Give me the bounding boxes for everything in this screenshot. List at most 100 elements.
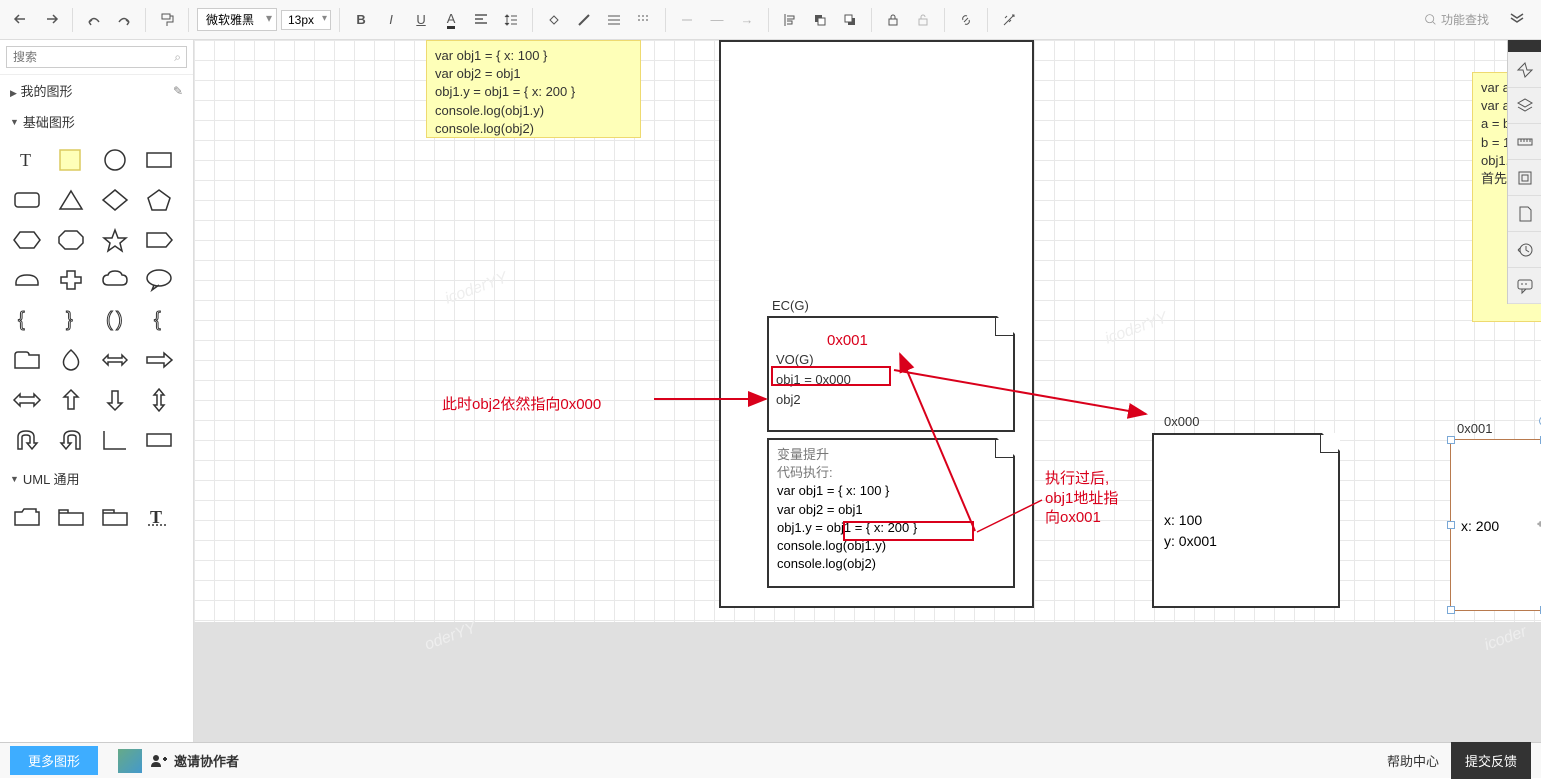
vo-box-bottom[interactable]: 变量提升 代码执行: var obj1 = { x: 100 } var obj… — [767, 438, 1015, 588]
unlock-icon[interactable] — [910, 7, 936, 33]
line-width-icon[interactable] — [601, 7, 627, 33]
resize-handle[interactable] — [1447, 436, 1455, 444]
feedback-button[interactable]: 提交反馈 — [1451, 742, 1531, 779]
shape-brace-single[interactable]: { — [138, 301, 180, 339]
shape-folder1[interactable] — [6, 498, 48, 536]
font-size-select[interactable]: 13px — [281, 10, 331, 30]
shape-drop[interactable] — [50, 341, 92, 379]
resize-handle[interactable] — [1447, 521, 1455, 529]
shape-rect[interactable] — [138, 141, 180, 179]
shape-text2[interactable]: T — [138, 498, 180, 536]
highlight-obj1 — [771, 366, 891, 386]
shape-star[interactable] — [94, 221, 136, 259]
align-left-icon[interactable] — [777, 7, 803, 33]
vo-label: VO(G) — [776, 352, 814, 367]
shape-arrow-up[interactable] — [50, 381, 92, 419]
top-toolbar: 微软雅黑 13px B I U A — → 功能查找 — [0, 0, 1541, 40]
italic-icon[interactable]: I — [378, 7, 404, 33]
shape-pentagon[interactable] — [138, 181, 180, 219]
more-shapes-button[interactable]: 更多图形 — [10, 746, 98, 775]
shape-hexagon[interactable] — [6, 221, 48, 259]
line-style-icon[interactable] — [631, 7, 657, 33]
shape-diamond[interactable] — [94, 181, 136, 219]
shape-arrow-lr[interactable] — [6, 381, 48, 419]
box-0x000[interactable]: x: 100 y: 0x001 — [1152, 433, 1340, 608]
shape-folder2[interactable] — [50, 498, 92, 536]
shape-arrow-down[interactable] — [94, 381, 136, 419]
shape-search-input[interactable] — [6, 46, 187, 68]
ec-label: EC(G) — [772, 298, 809, 313]
shape-triangle[interactable] — [50, 181, 92, 219]
page-icon[interactable] — [1508, 196, 1541, 232]
ruler-icon[interactable] — [1508, 124, 1541, 160]
invite-collaborator[interactable]: 邀请协作者 — [150, 751, 239, 770]
user-avatar[interactable] — [118, 749, 142, 773]
shape-uturn-r[interactable] — [50, 421, 92, 459]
shape-rect2[interactable] — [138, 421, 180, 459]
canvas-area[interactable]: icoderYY icoderYY oderYY icoder var obj1… — [194, 40, 1541, 742]
bring-front-icon[interactable] — [807, 7, 833, 33]
shape-roundrect[interactable] — [6, 181, 48, 219]
curve-undo-icon[interactable] — [81, 7, 107, 33]
underline-icon[interactable]: U — [408, 7, 434, 33]
shape-uturn-l[interactable] — [6, 421, 48, 459]
redo-icon[interactable] — [38, 7, 64, 33]
connector-end-icon[interactable]: → — [734, 7, 760, 33]
collapse-toolbar-icon[interactable] — [1501, 8, 1533, 31]
shape-arrow-r[interactable] — [138, 341, 180, 379]
addr-0x000-label: 0x000 — [1164, 414, 1199, 429]
resize-handle[interactable] — [1447, 606, 1455, 614]
shape-note[interactable] — [50, 141, 92, 179]
highlight-obj1-assign — [843, 521, 974, 541]
history-icon[interactable] — [1508, 232, 1541, 268]
shape-cloud[interactable] — [94, 261, 136, 299]
font-family-select[interactable]: 微软雅黑 — [197, 8, 277, 31]
shape-brace-r[interactable]: } — [50, 301, 92, 339]
help-link[interactable]: 帮助中心 — [1375, 751, 1451, 770]
align-icon[interactable] — [468, 7, 494, 33]
line-spacing-icon[interactable] — [498, 7, 524, 33]
edit-icon[interactable]: ✎ — [173, 84, 183, 98]
function-search[interactable]: 功能查找 — [1424, 11, 1497, 28]
shape-circle[interactable] — [94, 141, 136, 179]
footer-bar: 更多图形 邀请协作者 帮助中心 提交反馈 — [0, 742, 1541, 778]
shape-plus[interactable] — [50, 261, 92, 299]
connector-start-icon[interactable] — [674, 7, 700, 33]
send-back-icon[interactable] — [837, 7, 863, 33]
shape-pentagon-arrow[interactable] — [138, 221, 180, 259]
annotation-right: 执行过后, obj1地址指 向ox001 — [1045, 469, 1118, 528]
box-0x001-selected[interactable]: ✥ x: 200 — [1450, 439, 1541, 611]
panel-basic[interactable]: ▼ 基础图形 — [0, 106, 193, 137]
bold-icon[interactable]: B — [348, 7, 374, 33]
shape-brace-l[interactable]: { — [6, 301, 48, 339]
panel-uml[interactable]: ▼ UML 通用 — [0, 463, 193, 494]
line-color-icon[interactable] — [571, 7, 597, 33]
panel-myshapes[interactable]: ▶ 我的图形 ✎ — [0, 75, 193, 106]
shape-trapezoid[interactable] — [6, 261, 48, 299]
magic-icon[interactable] — [996, 7, 1022, 33]
frame-icon[interactable] — [1508, 160, 1541, 196]
fill-color-icon[interactable] — [541, 7, 567, 33]
shape-octagon[interactable] — [50, 221, 92, 259]
connector-mid-icon[interactable]: — — [704, 7, 730, 33]
shape-folder3[interactable] — [94, 498, 136, 536]
shape-speech[interactable] — [138, 261, 180, 299]
shape-arrow-updown[interactable] — [138, 381, 180, 419]
font-color-icon[interactable]: A — [438, 7, 464, 33]
link-icon[interactable] — [953, 7, 979, 33]
lock-icon[interactable] — [880, 7, 906, 33]
shape-text[interactable]: T — [6, 141, 48, 179]
curve-redo-icon[interactable] — [111, 7, 137, 33]
navigator-icon[interactable] — [1508, 52, 1541, 88]
shape-tab[interactable] — [6, 341, 48, 379]
undo-icon[interactable] — [8, 7, 34, 33]
sticky-note-left[interactable]: var obj1 = { x: 100 } var obj2 = obj1 ob… — [426, 40, 641, 138]
svg-text:T: T — [150, 507, 162, 527]
shape-corner[interactable] — [94, 421, 136, 459]
layers-icon[interactable] — [1508, 88, 1541, 124]
left-sidebar: ⌕ ▶ 我的图形 ✎ ▼ 基础图形 T { } — [0, 40, 194, 742]
shape-paren[interactable]: () — [94, 301, 136, 339]
format-paint-icon[interactable] — [154, 7, 180, 33]
shape-arrow-bidir[interactable] — [94, 341, 136, 379]
comment-icon[interactable] — [1508, 268, 1541, 304]
